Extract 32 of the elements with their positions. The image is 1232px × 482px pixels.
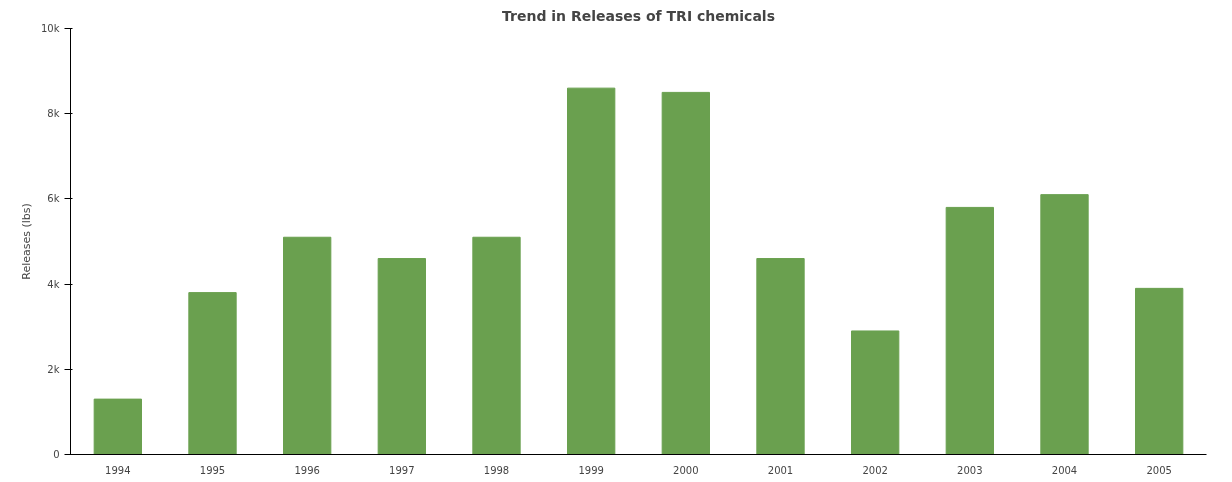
x-tick-label: 2003 [957,464,983,476]
y-tick-label: 2k [47,363,60,375]
x-tick-label: 2001 [767,464,794,476]
y-axis-title: Releases (lbs) [19,203,33,280]
x-tick-label: 2004 [1051,464,1078,476]
bar [567,87,616,455]
bar [93,398,142,455]
y-tick-label: 8k [47,108,60,120]
bar [188,292,237,455]
bar [945,206,994,455]
chart-title: Trend in Releases of TRI chemicals [502,7,776,24]
x-tick-label: 2000 [673,464,699,476]
bar [377,258,426,455]
y-tick-label: 10k [40,23,60,34]
x-tick-label: 1997 [389,464,415,476]
x-tick-label: 1994 [105,464,131,476]
x-tick-label: 2002 [862,464,888,476]
bar [661,91,710,455]
x-tick-label: 2005 [1146,464,1172,476]
y-tick-label: 0 [53,449,60,460]
y-tick-label: 6k [47,193,60,205]
bar [472,236,521,455]
x-tick-label: 1996 [294,464,320,476]
bar [283,236,332,455]
x-tick-label: 1995 [199,464,226,476]
bar [1040,194,1089,455]
y-tick-label: 4k [47,278,60,290]
x-tick-label: 1998 [483,464,510,476]
bar [756,258,805,455]
x-tick-label: 1999 [578,464,604,476]
bar [851,330,900,455]
bar [1135,287,1184,455]
